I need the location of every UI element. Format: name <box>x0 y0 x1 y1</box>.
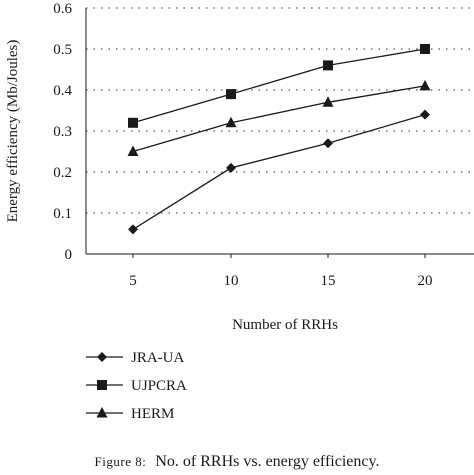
data-point-jra-ua <box>128 224 138 235</box>
y-tick-label: 0.4 <box>53 83 72 99</box>
grid-lines <box>86 7 474 214</box>
legend-label: JRA-UA <box>131 350 185 366</box>
x-tick-labels: 5 10 15 20 <box>129 254 433 289</box>
series-line-jra-ua <box>132 113 426 230</box>
legend-item-herm: HERM <box>86 406 174 422</box>
caption-text: No. of RRHs vs. energy efficiency. <box>155 453 379 470</box>
x-tick-label: 10 <box>224 273 239 289</box>
y-tick-labels: 0 0.1 0.2 0.3 0.4 0.5 0.6 <box>53 1 72 263</box>
data-point-herm <box>419 79 431 91</box>
data-point-ujpcra <box>226 89 236 100</box>
y-tick-label: 0.5 <box>53 42 72 58</box>
series-jra-ua <box>128 109 430 235</box>
x-tick-label: 20 <box>418 273 433 289</box>
x-axis-label: Number of RRHs <box>232 317 338 333</box>
y-tick-label: 0.2 <box>53 165 72 181</box>
data-point-herm <box>322 96 334 107</box>
series-line-herm <box>132 85 426 153</box>
legend-label: UJPCRA <box>131 378 187 394</box>
y-axis-label: Energy efficiency (Mb/Joules) <box>5 40 21 223</box>
legend: JRA-UA UJPCRA HERM <box>86 350 187 422</box>
data-point-ujpcra <box>323 60 333 71</box>
legend-marker-ujpcra <box>97 380 107 390</box>
legend-item-ujpcra: UJPCRA <box>86 378 187 394</box>
series-ujpcra <box>128 44 430 128</box>
figure-caption: Figure 8: No. of RRHs vs. energy efficie… <box>95 453 380 470</box>
y-tick-label: 0.3 <box>53 124 72 140</box>
x-tick-label: 15 <box>321 273 336 289</box>
series-herm <box>127 79 431 156</box>
data-point-jra-ua <box>323 138 333 149</box>
legend-label: HERM <box>131 406 174 422</box>
series-group <box>127 44 431 235</box>
data-point-ujpcra <box>420 44 430 54</box>
y-tick-label: 0.1 <box>53 206 72 222</box>
y-tick-label: 0.6 <box>53 1 72 17</box>
data-point-herm <box>225 116 237 128</box>
legend-marker-jra-ua <box>97 352 107 362</box>
axes <box>85 8 474 255</box>
data-point-jra-ua <box>420 109 430 120</box>
data-point-jra-ua <box>226 162 236 173</box>
caption-prefix: Figure 8: <box>95 454 147 469</box>
legend-marker-herm <box>96 407 108 418</box>
series-line-ujpcra <box>132 48 426 124</box>
data-point-herm <box>127 145 139 156</box>
data-point-ujpcra <box>128 117 138 128</box>
x-tick-label: 5 <box>129 273 137 289</box>
legend-item-jra-ua: JRA-UA <box>86 350 185 366</box>
y-tick-label: 0 <box>65 247 73 263</box>
